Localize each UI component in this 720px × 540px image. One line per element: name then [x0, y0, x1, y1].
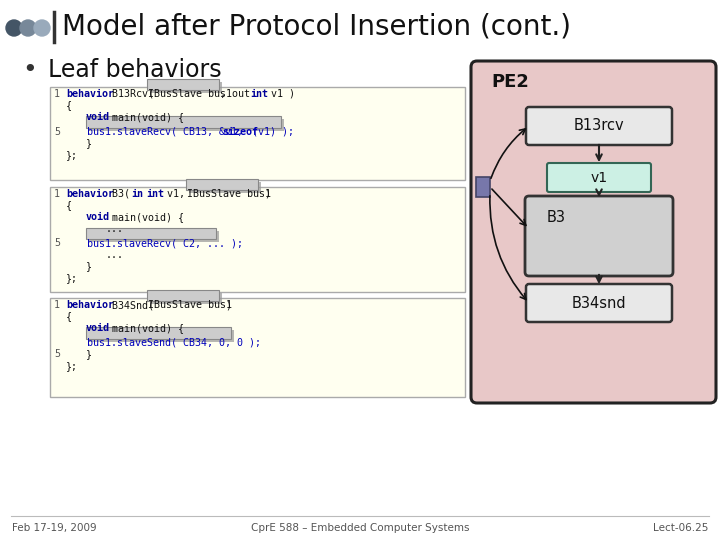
Text: v1: v1 [590, 171, 608, 185]
Text: void: void [86, 323, 110, 333]
FancyBboxPatch shape [526, 284, 672, 322]
Text: IBusSlave bus1: IBusSlave bus1 [148, 89, 232, 99]
Text: };: }; [66, 273, 78, 283]
Text: Model after Protocol Insertion (cont.): Model after Protocol Insertion (cont.) [62, 13, 571, 41]
Text: ): ) [259, 189, 271, 199]
Text: 1: 1 [54, 89, 60, 99]
FancyBboxPatch shape [189, 181, 261, 193]
Text: bus1.slaveSend( CB34, 0, 0 );: bus1.slaveSend( CB34, 0, 0 ); [87, 338, 261, 348]
Text: };: }; [66, 150, 78, 160]
Text: bus1.slaveRecv( C2, ... );: bus1.slaveRecv( C2, ... ); [87, 239, 243, 248]
Text: 1: 1 [54, 189, 60, 199]
Circle shape [20, 20, 36, 36]
Text: {: { [66, 100, 72, 111]
Circle shape [6, 20, 22, 36]
FancyBboxPatch shape [50, 298, 465, 397]
Text: (v1) );: (v1) ); [252, 127, 294, 137]
Text: •: • [22, 58, 37, 82]
FancyBboxPatch shape [471, 61, 716, 403]
FancyBboxPatch shape [86, 228, 216, 239]
Text: int: int [146, 189, 164, 199]
FancyBboxPatch shape [147, 289, 219, 301]
FancyBboxPatch shape [89, 119, 284, 131]
FancyBboxPatch shape [476, 177, 490, 197]
Text: main(void) {: main(void) { [106, 112, 184, 122]
Text: B34snd: B34snd [572, 295, 626, 310]
Text: Feb 17-19, 2009: Feb 17-19, 2009 [12, 523, 96, 533]
FancyBboxPatch shape [86, 117, 281, 128]
Text: 1: 1 [54, 300, 60, 310]
Text: B13rcv: B13rcv [574, 118, 624, 133]
Text: v1 ): v1 ) [265, 89, 295, 99]
Text: {: { [66, 312, 72, 321]
Text: void: void [86, 112, 110, 122]
Text: }: } [86, 261, 92, 272]
Text: }: } [86, 349, 92, 360]
Text: sizeof: sizeof [222, 127, 258, 137]
Text: behavior: behavior [66, 300, 114, 310]
FancyBboxPatch shape [150, 82, 222, 93]
FancyBboxPatch shape [50, 187, 465, 292]
Text: B3(: B3( [106, 189, 136, 199]
FancyBboxPatch shape [147, 78, 219, 90]
FancyBboxPatch shape [50, 87, 465, 180]
Text: Lect-06.25: Lect-06.25 [652, 523, 708, 533]
Text: B34Snd(: B34Snd( [106, 300, 154, 310]
FancyBboxPatch shape [86, 327, 231, 339]
Text: IBusSlave bus1: IBusSlave bus1 [187, 189, 271, 199]
Text: }: } [86, 138, 92, 149]
FancyBboxPatch shape [547, 163, 651, 192]
Text: v1,: v1, [161, 189, 191, 199]
FancyBboxPatch shape [526, 107, 672, 145]
Text: B3: B3 [547, 210, 566, 225]
Text: 5: 5 [54, 349, 60, 360]
Text: 5: 5 [54, 127, 60, 137]
Text: ...: ... [106, 224, 124, 233]
Text: {: { [66, 200, 72, 211]
Text: int: int [250, 89, 268, 99]
Text: IBusSlave bus1: IBusSlave bus1 [148, 300, 232, 310]
Text: bus1.slaveRecv( CB13, &v1,: bus1.slaveRecv( CB13, &v1, [87, 127, 249, 137]
Text: 5: 5 [54, 239, 60, 248]
Text: ...: ... [106, 250, 124, 260]
Text: behavior: behavior [66, 89, 114, 99]
FancyBboxPatch shape [525, 196, 673, 276]
FancyBboxPatch shape [186, 179, 258, 190]
Text: behavior: behavior [66, 189, 114, 199]
Text: , out: , out [220, 89, 256, 99]
Text: void: void [86, 212, 110, 222]
Text: CprE 588 – Embedded Computer Systems: CprE 588 – Embedded Computer Systems [251, 523, 469, 533]
Circle shape [34, 20, 50, 36]
FancyBboxPatch shape [89, 231, 219, 242]
Text: PE2: PE2 [491, 73, 529, 91]
FancyBboxPatch shape [150, 293, 222, 304]
Text: };: }; [66, 361, 78, 371]
Text: B13Rcv(: B13Rcv( [106, 89, 154, 99]
Text: main(void) {: main(void) { [106, 212, 184, 222]
Text: in: in [131, 189, 143, 199]
Text: ): ) [220, 300, 232, 310]
Text: main(void) {: main(void) { [106, 323, 184, 333]
Text: Leaf behaviors: Leaf behaviors [48, 58, 222, 82]
FancyBboxPatch shape [89, 330, 234, 342]
